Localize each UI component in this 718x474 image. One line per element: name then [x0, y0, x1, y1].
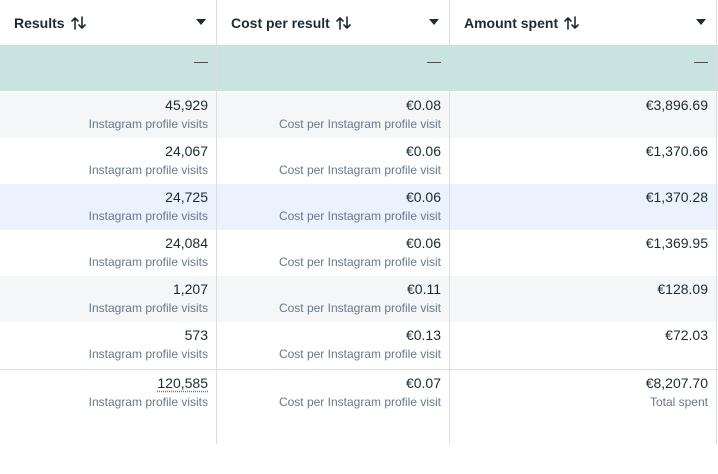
- results-cell: 45,929 Instagram profile visits: [0, 92, 216, 138]
- results-label: Instagram profile visits: [88, 163, 208, 177]
- total-amount-value: €8,207.70: [645, 375, 708, 391]
- amount-value: €1,370.28: [645, 189, 708, 205]
- cost-value: €0.06: [405, 235, 441, 251]
- results-value: 45,929: [165, 97, 208, 113]
- cost-cell: €0.11 Cost per Instagram profile visit: [217, 276, 449, 322]
- amount-cell: €1,370.66: [450, 138, 716, 184]
- results-label: Instagram profile visits: [88, 301, 208, 315]
- amount-value: €72.03: [665, 327, 708, 343]
- total-cost-label: Cost per Instagram profile visit: [278, 395, 441, 409]
- summary-row: — — —: [0, 46, 718, 91]
- results-value: 573: [184, 327, 208, 343]
- total-amount-label: Total spent: [649, 395, 708, 409]
- sort-icon[interactable]: [336, 15, 352, 30]
- summary-amount: —: [694, 53, 708, 69]
- cost-cell: €0.06 Cost per Instagram profile visit: [217, 184, 449, 230]
- results-cell: 24,084 Instagram profile visits: [0, 230, 216, 276]
- amount-cell: €3,896.69: [450, 92, 716, 138]
- cost-value: €0.13: [405, 327, 441, 343]
- cost-label: Cost per Instagram profile visit: [278, 209, 441, 223]
- total-results-label: Instagram profile visits: [88, 395, 208, 409]
- cost-value: €0.11: [407, 281, 441, 297]
- cost-value: €0.06: [405, 189, 441, 205]
- results-value: 24,084: [165, 235, 208, 251]
- sort-icon[interactable]: [564, 15, 580, 30]
- total-cost-cell: €0.07 Cost per Instagram profile visit: [217, 370, 449, 416]
- table-row[interactable]: 573 Instagram profile visits €0.13 Cost …: [0, 322, 718, 368]
- column-header-amount-spent[interactable]: Amount spent: [450, 0, 716, 45]
- results-cell: 24,725 Instagram profile visits: [0, 184, 216, 230]
- amount-cell: €1,370.28: [450, 184, 716, 230]
- results-cell: 573 Instagram profile visits: [0, 322, 216, 368]
- cost-cell: €0.13 Cost per Instagram profile visit: [217, 322, 449, 368]
- amount-cell: €128.09: [450, 276, 716, 322]
- cost-label: Cost per Instagram profile visit: [278, 255, 441, 269]
- total-results-cell: 120,585 Instagram profile visits: [0, 370, 216, 416]
- amount-value: €3,896.69: [645, 97, 708, 113]
- table-header: Results Cost per result Amount spent: [0, 0, 718, 46]
- results-label: Instagram profile visits: [88, 209, 208, 223]
- total-cost-value: €0.07: [405, 375, 441, 391]
- table-row[interactable]: 24,084 Instagram profile visits €0.06 Co…: [0, 230, 718, 276]
- results-label: Instagram profile visits: [88, 255, 208, 269]
- total-results-value[interactable]: 120,585: [157, 375, 208, 391]
- cost-cell: €0.08 Cost per Instagram profile visit: [217, 92, 449, 138]
- cost-value: €0.06: [405, 143, 441, 159]
- results-value: 1,207: [172, 281, 208, 297]
- cost-label: Cost per Instagram profile visit: [278, 163, 441, 177]
- dropdown-caret-icon[interactable]: [696, 19, 706, 25]
- column-header-results[interactable]: Results: [0, 0, 216, 45]
- summary-cost: —: [427, 53, 441, 69]
- column-divider[interactable]: [216, 0, 217, 444]
- cost-label: Cost per Instagram profile visit: [278, 117, 441, 131]
- cost-cell: €0.06 Cost per Instagram profile visit: [217, 138, 449, 184]
- column-divider[interactable]: [716, 0, 717, 444]
- amount-value: €1,369.95: [645, 235, 708, 251]
- column-header-label: Results: [14, 14, 65, 31]
- table-row[interactable]: 45,929 Instagram profile visits €0.08 Co…: [0, 92, 718, 138]
- cost-label: Cost per Instagram profile visit: [278, 347, 441, 361]
- results-value: 24,067: [165, 143, 208, 159]
- results-label: Instagram profile visits: [88, 117, 208, 131]
- sort-icon[interactable]: [70, 15, 87, 30]
- results-label: Instagram profile visits: [88, 347, 208, 361]
- results-cell: 1,207 Instagram profile visits: [0, 276, 216, 322]
- column-header-cost-per-result[interactable]: Cost per result: [217, 0, 449, 45]
- results-cell: 24,067 Instagram profile visits: [0, 138, 216, 184]
- table-row[interactable]: 24,067 Instagram profile visits €0.06 Co…: [0, 138, 718, 184]
- amount-value: €1,370.66: [645, 143, 708, 159]
- table-row[interactable]: 24,725 Instagram profile visits €0.06 Co…: [0, 184, 718, 230]
- totals-row: 120,585 Instagram profile visits €0.07 C…: [0, 369, 718, 416]
- cost-cell: €0.06 Cost per Instagram profile visit: [217, 230, 449, 276]
- column-header-label: Cost per result: [231, 14, 330, 31]
- results-value: 24,725: [165, 189, 208, 205]
- table-row[interactable]: 1,207 Instagram profile visits €0.11 Cos…: [0, 276, 718, 322]
- amount-cell: €72.03: [450, 322, 716, 368]
- total-amount-cell: €8,207.70 Total spent: [450, 370, 716, 416]
- cost-label: Cost per Instagram profile visit: [278, 301, 441, 315]
- summary-results: —: [194, 53, 208, 69]
- column-divider[interactable]: [449, 0, 450, 444]
- column-header-label: Amount spent: [464, 14, 559, 31]
- amount-value: €128.09: [657, 281, 708, 297]
- dropdown-caret-icon[interactable]: [429, 19, 439, 25]
- amount-cell: €1,369.95: [450, 230, 716, 276]
- dropdown-caret-icon[interactable]: [196, 19, 206, 25]
- cost-value: €0.08: [405, 97, 441, 113]
